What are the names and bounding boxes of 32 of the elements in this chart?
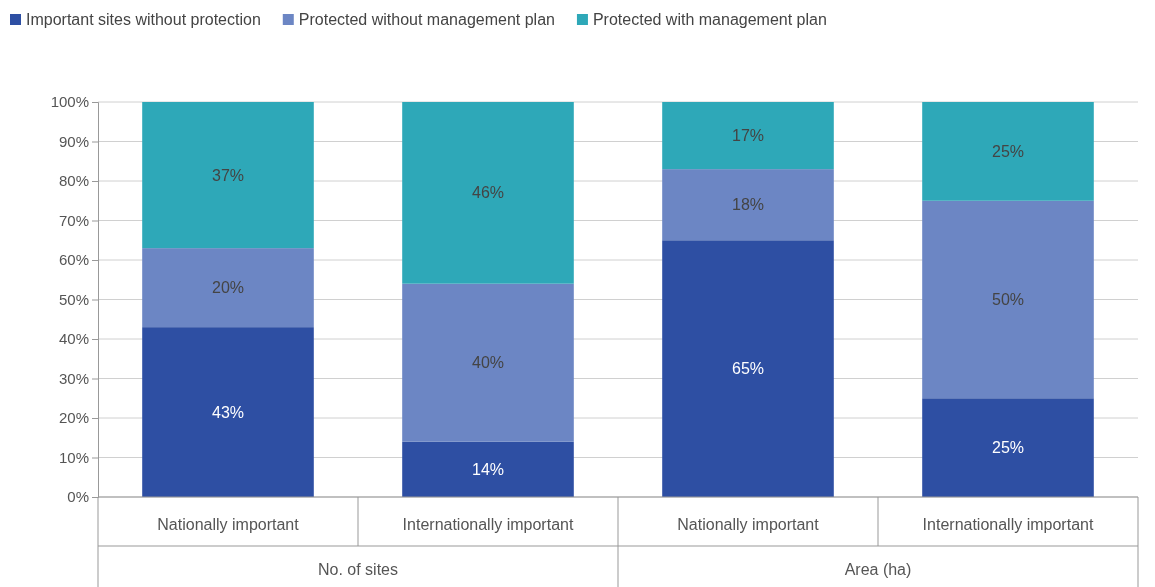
data-label: 20% — [211, 279, 245, 297]
data-label: 17% — [731, 127, 765, 145]
data-label: 40% — [471, 354, 505, 372]
data-label: 37% — [211, 166, 245, 184]
y-tick-label: 100% — [50, 93, 89, 111]
legend-label: Protected without management plan — [298, 11, 555, 28]
legend-label: Protected with management plan — [592, 11, 827, 28]
data-label: 46% — [471, 184, 505, 202]
data-label: 18% — [731, 196, 765, 214]
text: Area (ha) — [844, 561, 912, 578]
y-tick-label: 20% — [58, 409, 89, 427]
legend-label: Important sites without protection — [26, 11, 261, 28]
y-tick-label: 90% — [58, 132, 89, 150]
y-tick-label: 60% — [58, 251, 89, 269]
x-tick-label: Nationally important — [157, 516, 300, 533]
text: No. of sites — [317, 561, 399, 578]
data-label: 25% — [991, 439, 1025, 457]
y-tick-label: 70% — [58, 211, 89, 229]
y-tick-label: 10% — [58, 448, 89, 466]
y-tick-label: 50% — [58, 290, 89, 308]
data-label: 65% — [731, 360, 765, 378]
y-tick-label: 80% — [58, 172, 89, 190]
x-tick-label: Internationally important — [922, 516, 1094, 533]
data-label: 14% — [471, 460, 505, 478]
data-label: 50% — [991, 291, 1025, 309]
data-label: 43% — [211, 403, 245, 421]
x-tick-label: Nationally important — [677, 516, 820, 533]
data-label: 25% — [991, 142, 1025, 160]
x-tick-label: Internationally important — [402, 516, 574, 533]
y-tick-label: 30% — [58, 369, 89, 387]
y-tick-label: 40% — [58, 330, 89, 348]
y-tick-label: 0% — [67, 488, 89, 506]
